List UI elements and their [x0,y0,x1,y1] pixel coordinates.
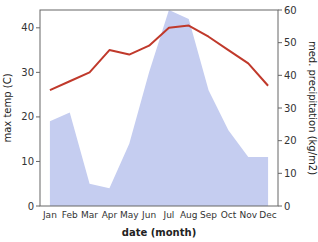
y-tick [36,206,40,207]
x-tick-label: Jan [42,210,57,220]
x-tick-label: Apr [102,210,118,220]
y2-tick [278,42,282,43]
y-tick-label: 0 [28,201,34,212]
precipitation-area [50,10,268,206]
x-tick-label: Feb [62,210,78,220]
x-axis-title: date (month) [122,227,196,238]
y-tick [36,72,40,73]
y2-axis-title: med. precipitation (kg/m2) [307,41,318,175]
y-tick [36,161,40,162]
y-tick-label: 40 [21,22,34,33]
x-tick-label: Jul [162,210,174,220]
x-tick-label: May [120,210,139,220]
y2-tick [278,140,282,141]
y2-tick [278,10,282,11]
series-group [50,10,268,206]
plot-frame [40,10,278,206]
y2-tick-label: 60 [284,5,297,16]
x-tick-label: Jun [141,210,156,220]
y2-tick [278,108,282,109]
x-tick-label: Mar [81,210,98,220]
y2-tick [278,75,282,76]
y-tick-label: 20 [21,111,34,122]
y2-tick-label: 0 [284,201,290,212]
x-tick-label: Dec [259,210,276,220]
y-tick [36,116,40,117]
y2-tick-label: 20 [284,135,297,146]
y2-tick-label: 40 [284,70,297,81]
y-tick-label: 30 [21,67,34,78]
chart-container: 0 10 20 30 40 0 10 20 30 40 50 60 Jan FebMar AprMayJun… [0,0,318,242]
y2-tick-label: 50 [284,37,297,48]
chart-svg: 0 10 20 30 40 0 10 20 30 40 50 60 Jan FebMar AprMayJun… [0,0,318,242]
y2-tick [278,206,282,207]
y-tick [36,27,40,28]
temperature-line [50,26,268,91]
y-tick-label: 10 [21,156,34,167]
x-tick-label: Sep [200,210,217,220]
x-tick-label: Oct [221,210,237,220]
x-tick-label: Aug [180,210,198,220]
x-tick-label: Nov [239,210,257,220]
y2-tick [278,173,282,174]
y2-tick-label: 10 [284,168,297,179]
y-axis-title: max temp (C) [2,73,13,142]
y2-tick-label: 30 [284,103,297,114]
